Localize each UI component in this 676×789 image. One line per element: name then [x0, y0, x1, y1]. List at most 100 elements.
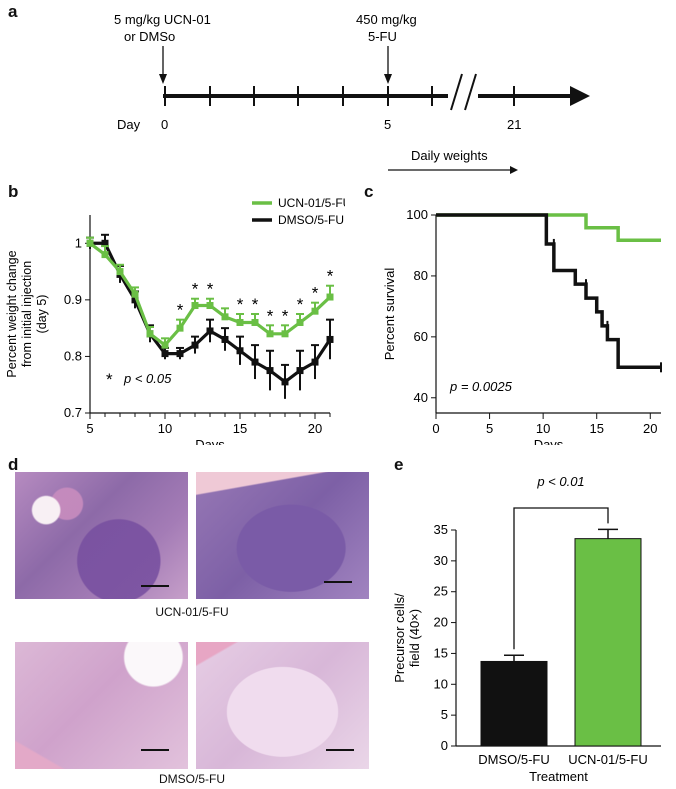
significance-star: *: [207, 280, 214, 299]
data-point: [251, 318, 259, 326]
scale-bar: [324, 581, 352, 583]
significance-star: *: [297, 295, 304, 314]
daily-weights-arrowhead: [510, 166, 518, 174]
significance-star: *: [237, 295, 244, 314]
timeline-arrowhead: [570, 86, 590, 106]
x-tick-label: 5: [86, 421, 93, 436]
y-axis-label: Precursor cells/field (40×): [392, 593, 422, 683]
day-tick-0: 0: [161, 117, 168, 132]
histology-image-dmso-left: [15, 642, 188, 769]
y-tick-label: 35: [434, 522, 448, 537]
series-line-dmso-5-fu: [90, 241, 332, 384]
data-point: [266, 330, 274, 338]
x-axis-label: Days: [195, 437, 225, 445]
data-point: [311, 307, 319, 315]
y-tick-label: 30: [434, 553, 448, 568]
y-tick-label: 1: [75, 235, 82, 250]
bar-dmso-5-fu: [480, 660, 548, 747]
data-point: [326, 335, 334, 343]
data-point: [206, 327, 214, 335]
data-point: [131, 290, 139, 298]
timeline-diagram: 5 mg/kg UCN-01 or DMSo 450 mg/kg 5-FU Da…: [114, 12, 590, 174]
data-point: [146, 330, 154, 338]
x-tick-label: 10: [158, 421, 172, 436]
y-axis-label: Percent survival: [382, 268, 397, 361]
panel-d-letter: d: [8, 455, 19, 474]
significance-star: *: [312, 284, 319, 303]
x-axis-label: Treatment: [529, 769, 588, 784]
data-point: [236, 347, 244, 355]
data-point: [176, 350, 184, 358]
legend-label: DMSO/5-FU: [278, 213, 344, 227]
data-point: [131, 296, 139, 304]
data-point: [221, 335, 229, 343]
p-value-label: p = 0.0025: [449, 379, 513, 394]
dose2-label-line1: 450 mg/kg: [356, 12, 417, 27]
y-tick-label: 80: [414, 268, 428, 283]
dose1-arrowhead: [159, 74, 167, 84]
histology-image-dmso-right: [196, 642, 369, 769]
x-tick-label: 0: [432, 421, 439, 436]
data-point: [281, 378, 289, 386]
panel-a-letter: a: [8, 2, 18, 21]
y-tick-label: 10: [434, 676, 448, 691]
data-point: [296, 367, 304, 375]
data-point: [296, 318, 304, 326]
x-tick-label: DMSO/5-FU: [478, 752, 550, 767]
histology-image-ucn-right: [196, 472, 369, 599]
x-tick-label: 15: [589, 421, 603, 436]
x-tick-label: 20: [643, 421, 657, 436]
p-value-label: p < 0.05: [123, 371, 172, 386]
data-point: [206, 302, 214, 310]
day-label: Day: [117, 117, 141, 132]
significance-star: *: [327, 267, 334, 286]
dose1-label-line2: or DMSo: [124, 29, 175, 44]
y-tick-label: 40: [414, 390, 428, 405]
scale-bar: [141, 585, 169, 587]
x-tick-label: 5: [486, 421, 493, 436]
y-tick-label: 20: [434, 615, 448, 630]
dose2-arrowhead: [384, 74, 392, 84]
significance-bracket: [513, 507, 609, 650]
y-tick-label: 25: [434, 584, 448, 599]
data-point: [251, 358, 259, 366]
scale-bar: [326, 749, 354, 751]
data-point: [116, 268, 124, 276]
x-axis-label: Days: [534, 437, 564, 445]
scale-bar: [141, 749, 169, 751]
data-point: [191, 302, 199, 310]
y-tick-label: 15: [434, 645, 448, 660]
day-tick-5: 5: [384, 117, 391, 132]
daily-weights-label: Daily weights: [411, 148, 488, 163]
data-point: [86, 239, 94, 247]
p-value-label: p < 0.01: [536, 474, 584, 489]
dose2-label-line2: 5-FU: [368, 29, 397, 44]
panel-b-letter: b: [8, 182, 19, 201]
y-tick-label: 0.7: [64, 405, 82, 420]
y-tick-label: 60: [414, 329, 428, 344]
bar-ucn-01-5-fu: [574, 538, 642, 747]
y-tick-label: 5: [441, 707, 448, 722]
data-point: [281, 330, 289, 338]
significance-star: *: [192, 280, 199, 299]
data-point: [266, 367, 274, 375]
x-tick-label: 15: [233, 421, 247, 436]
data-point: [326, 293, 334, 301]
y-tick-label: 100: [406, 207, 428, 222]
panel-e-letter: e: [394, 455, 404, 474]
significance-star: *: [267, 306, 274, 325]
histology-image-ucn-left: [15, 472, 188, 599]
significance-star: *: [282, 306, 289, 325]
data-point: [191, 341, 199, 349]
y-axis-label: Percent weight changefrom initial inject…: [5, 250, 49, 377]
precursor-cells-chart: 0 5 10 15 20 25 30 35 Precursor cells/field (40×…: [392, 474, 661, 784]
significance-star: *: [177, 301, 184, 320]
significance-star: *: [252, 295, 259, 314]
data-point: [161, 341, 169, 349]
data-point: [176, 324, 184, 332]
data-point: [311, 358, 319, 366]
x-tick-label: 10: [536, 421, 550, 436]
y-tick-label: 0.9: [64, 292, 82, 307]
legend-label: UCN-01/5-FU: [278, 196, 345, 210]
